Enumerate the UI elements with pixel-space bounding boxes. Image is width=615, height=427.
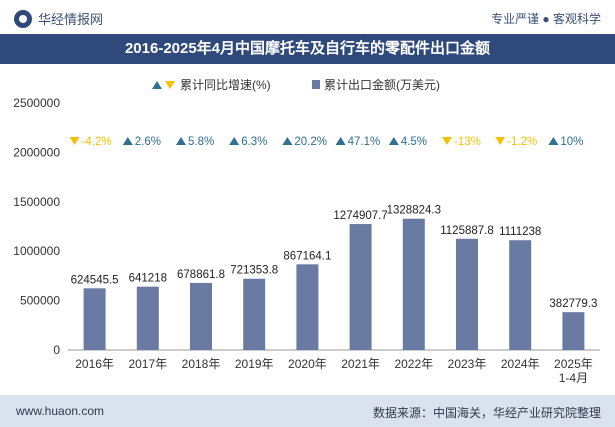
bar xyxy=(402,218,425,350)
footer: www.huaon.com 数据来源：中国海关，华经产业研究院整理 xyxy=(0,395,615,427)
x-tick-label: 2020年 xyxy=(288,357,327,371)
brand: 华经情报网 xyxy=(14,9,103,28)
y-tick-label: 0 xyxy=(53,343,60,357)
bar-value-label: 382779.3 xyxy=(549,298,597,310)
rate-label: -4.2% xyxy=(82,136,112,148)
brand-name: 华经情报网 xyxy=(38,12,104,27)
bar xyxy=(243,278,266,350)
rate-label: 4.5% xyxy=(401,136,427,148)
rate-up-triangle-icon xyxy=(335,137,346,145)
x-tick-label: 2019年 xyxy=(235,357,274,371)
rate-down-triangle-icon xyxy=(495,137,506,145)
rate-label: -13% xyxy=(454,136,481,148)
x-tick-label: 2021年 xyxy=(341,357,380,371)
footer-source: 数据来源：中国海关，华经产业研究院整理 xyxy=(372,406,601,420)
bar xyxy=(509,240,532,350)
footer-url: www.huaon.com xyxy=(16,404,105,418)
rate-label: 5.8% xyxy=(188,136,214,148)
x-tick-label: 2016年 xyxy=(75,357,114,371)
bar xyxy=(456,238,478,350)
huajing-logo-icon xyxy=(14,9,32,28)
legend-rate-label: 累计同比增速(%) xyxy=(180,78,271,92)
rate-up-triangle-icon xyxy=(388,137,399,145)
x-tick-label: 2023年 xyxy=(448,357,487,371)
x-tick-label: 2022年 xyxy=(394,357,433,371)
x-tick-label: 2024年 xyxy=(501,357,540,371)
rate-label: -1.2% xyxy=(507,136,537,148)
x-tick-label: 2025年 1-4月 xyxy=(554,357,593,385)
bar-value-label: 1111238 xyxy=(499,226,541,238)
legend-up-triangle-icon xyxy=(152,81,162,89)
rate-label: 2.6% xyxy=(135,136,161,148)
bar-value-label: 1125887.8 xyxy=(440,225,494,237)
rate-up-triangle-icon xyxy=(122,137,133,145)
bar xyxy=(562,312,585,350)
x-tick-label: 2017年 xyxy=(128,357,167,371)
bar-value-label: 1328824.3 xyxy=(387,205,441,217)
bar-value-label: 721353.8 xyxy=(230,265,278,277)
bar-value-label: 624545.5 xyxy=(71,274,119,286)
rate-label: 20.2% xyxy=(294,136,327,148)
legend-value-label: 累计出口金额(万美元) xyxy=(324,77,440,92)
chart-title: 2016-2025年4月中国摩托车及自行车的零配件出口金额 xyxy=(0,34,615,64)
rate-up-triangle-icon xyxy=(176,137,186,145)
rate-up-triangle-icon xyxy=(229,137,240,145)
y-tick-label: 2500000 xyxy=(13,96,60,110)
bar-value-label: 867164.1 xyxy=(283,250,331,262)
top-bar: 华经情报网 专业严谨 ● 客观科学 xyxy=(0,0,615,34)
bar-value-label: 678861.8 xyxy=(177,269,225,281)
legend-down-triangle-icon xyxy=(165,81,175,89)
bar xyxy=(190,282,212,350)
bar-value-label: 641218 xyxy=(129,273,167,285)
bar xyxy=(349,224,372,350)
rate-up-triangle-icon xyxy=(548,137,559,145)
rate-label: 47.1% xyxy=(348,136,381,148)
y-tick-label: 1500000 xyxy=(13,195,60,209)
tagline: 专业严谨 ● 客观科学 xyxy=(491,12,601,26)
rate-down-triangle-icon xyxy=(442,137,452,145)
bar xyxy=(296,264,319,350)
bar xyxy=(83,288,106,350)
bar xyxy=(136,286,159,350)
chart-canvas: 累计同比增速(%) 累计出口金额(万美元) 0 500000 1000000 150000… xyxy=(13,77,600,385)
y-tick-label: 500000 xyxy=(20,294,60,308)
y-tick-label: 1000000 xyxy=(13,244,60,258)
rate-down-triangle-icon xyxy=(69,137,80,145)
y-tick-label: 2000000 xyxy=(13,145,60,159)
rate-up-triangle-icon xyxy=(282,137,293,145)
rate-label: 10% xyxy=(560,136,583,148)
legend-bar-swatch xyxy=(312,80,320,89)
x-tick-label: 2018年 xyxy=(182,357,221,371)
rate-label: 6.3% xyxy=(241,136,267,148)
bar-value-label: 1274907.7 xyxy=(333,210,387,222)
